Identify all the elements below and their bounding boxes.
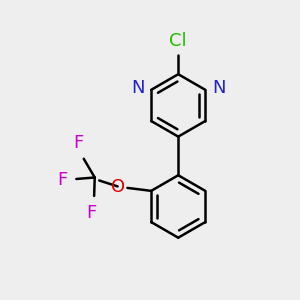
Text: F: F — [87, 204, 97, 222]
Text: O: O — [111, 178, 125, 196]
Text: N: N — [131, 79, 145, 97]
Text: F: F — [58, 172, 68, 190]
Text: F: F — [73, 134, 83, 152]
Text: N: N — [212, 79, 225, 97]
Text: Cl: Cl — [169, 32, 187, 50]
